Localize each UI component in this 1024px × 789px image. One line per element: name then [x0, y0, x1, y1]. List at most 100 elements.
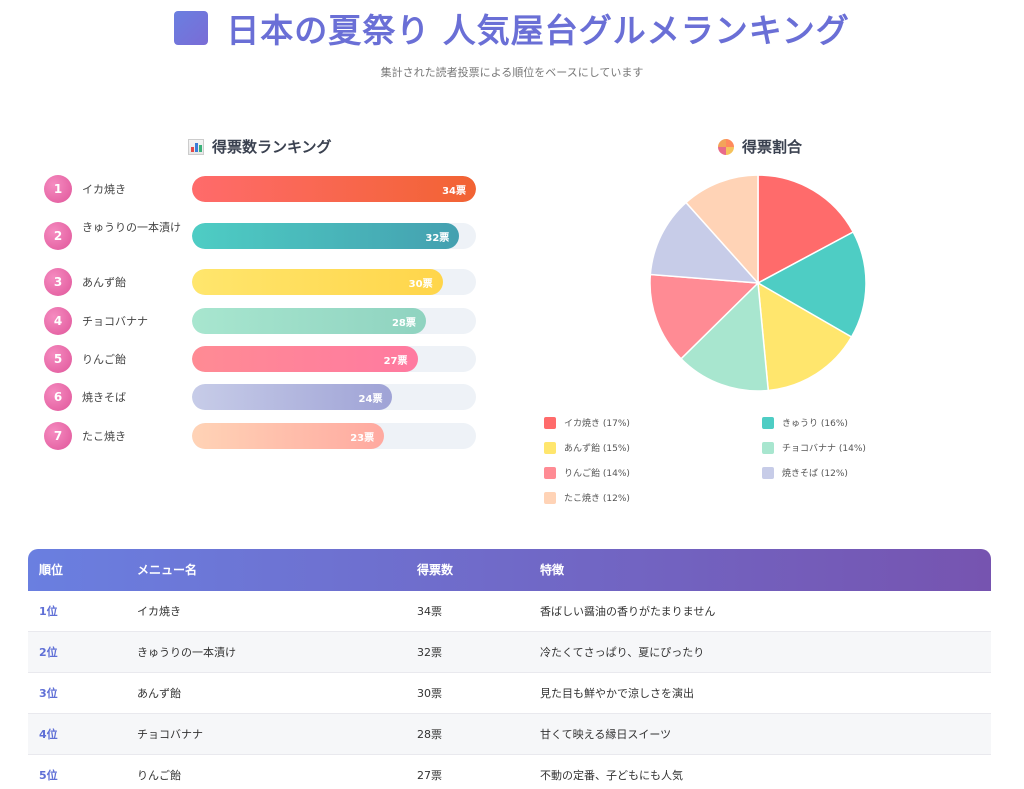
rank-badge: 2 [44, 222, 72, 250]
cell-feature: 不動の定番、子どもにも人気 [540, 769, 683, 782]
legend-item: あんず飴 (15%) [544, 441, 630, 454]
cell-menu: チョコバナナ [137, 728, 203, 741]
legend-item: たこ焼き (12%) [544, 491, 630, 504]
bar-chart-icon [188, 138, 204, 155]
rank-badge: 7 [44, 422, 72, 450]
bar: 28票 [192, 308, 426, 334]
header-menu: メニュー名 [137, 563, 198, 577]
bar-chart-title: 得票数ランキング [188, 136, 332, 157]
header-rank: 順位 [39, 563, 64, 577]
pie-slice [649, 273, 760, 360]
cell-menu: あんず飴 [137, 687, 181, 700]
bar-track: 32票 [192, 223, 476, 249]
bar-track: 24票 [192, 384, 476, 410]
bar-track: 23票 [192, 423, 476, 449]
pie-chart-svg [649, 174, 867, 392]
cell-feature: 見た目も鮮やかで涼しさを演出 [540, 687, 694, 700]
bar-value-label: 34票 [442, 186, 466, 197]
cell-menu: イカ焼き [137, 605, 181, 618]
bar-track: 27票 [192, 346, 476, 372]
bar-track: 34票 [192, 176, 476, 202]
legend-label: たこ焼き (12%) [564, 494, 630, 504]
legend-item: チョコバナナ (14%) [762, 441, 866, 454]
legend-swatch [762, 416, 774, 429]
cell-votes: 30票 [417, 687, 442, 700]
cell-rank: 5位 [39, 769, 58, 782]
legend-label: イカ焼き (17%) [564, 419, 630, 429]
pie-slice [757, 281, 853, 392]
bar-track: 30票 [192, 269, 476, 295]
legend-item: きゅうり (16%) [762, 416, 848, 429]
table-row: 1位 イカ焼き 34票 香ばしい醤油の香りがたまりません [28, 591, 991, 632]
legend-item: 焼きそば (12%) [762, 466, 848, 479]
pie-chart-icon [718, 138, 734, 155]
table-header: 順位 メニュー名 得票数 特徴 [28, 549, 991, 591]
bar-track: 28票 [192, 308, 476, 334]
rank-badge: 1 [44, 175, 72, 203]
bar-value-label: 32票 [425, 233, 450, 244]
legend-label: チョコバナナ (14%) [782, 444, 866, 454]
cell-feature: 香ばしい醤油の香りがたまりません [540, 605, 716, 618]
bar-value-label: 30票 [408, 279, 433, 290]
rank-badge: 6 [44, 383, 72, 411]
legend-item: りんご飴 (14%) [544, 466, 630, 479]
ranking-table: 順位 メニュー名 得票数 特徴 1位 イカ焼き 34票 香ばしい醤油の香りがたま… [28, 549, 991, 789]
cell-votes: 27票 [417, 769, 442, 782]
rank-badge: 5 [44, 345, 72, 373]
bar-category-label: たこ焼き [82, 430, 126, 443]
table-row: 3位 あんず飴 30票 見た目も鮮やかで涼しさを演出 [28, 673, 991, 714]
pie-slice [757, 174, 855, 285]
rank-row: 6 焼きそば 24票 [44, 381, 484, 411]
cell-menu: りんご飴 [137, 769, 181, 782]
header-votes: 得票数 [417, 563, 454, 577]
bar-category-label: チョコバナナ [82, 315, 148, 328]
bar-category-label: りんご飴 [82, 353, 126, 366]
legend-swatch [762, 466, 774, 479]
cell-rank: 2位 [39, 646, 58, 659]
cell-rank: 1位 [39, 605, 58, 618]
pie-slice [649, 201, 760, 284]
bar-value-label: 23票 [350, 433, 375, 444]
cell-votes: 32票 [417, 646, 442, 659]
rank-row: 5 りんご飴 27票 [44, 343, 484, 373]
pie-chart-title-text: 得票割合 [742, 138, 803, 156]
bar-category-label: あんず飴 [82, 276, 126, 289]
cell-feature: 甘くて映える縁日スイーツ [540, 728, 672, 741]
pie-chart [648, 173, 868, 393]
legend-swatch [544, 466, 556, 479]
cell-rank: 3位 [39, 687, 58, 700]
rank-row: 4 チョコバナナ 28票 [44, 305, 484, 335]
cell-feature: 冷たくてさっぱり、夏にぴったり [540, 646, 705, 659]
bar-chart-title-text: 得票数ランキング [212, 138, 332, 156]
pie-chart-title: 得票割合 [718, 136, 802, 157]
bar: 27票 [192, 346, 418, 372]
legend-label: あんず飴 (15%) [564, 444, 630, 454]
bar-category-label: きゅうりの一本漬け [82, 221, 181, 234]
rank-row: 7 たこ焼き 23票 [44, 420, 484, 450]
bar-value-label: 24票 [358, 394, 383, 405]
pie-slice [679, 281, 770, 392]
legend-swatch [544, 441, 556, 454]
legend-label: きゅうり (16%) [782, 419, 848, 429]
legend-swatch [544, 491, 556, 504]
legend-swatch [762, 441, 774, 454]
rank-row: 3 あんず飴 30票 [44, 266, 484, 296]
bar: 30票 [192, 269, 443, 295]
rank-row: 2 きゅうりの一本漬け 32票 [44, 220, 484, 250]
bar: 24票 [192, 384, 393, 410]
square-icon [174, 11, 209, 45]
pie-slice [756, 230, 867, 339]
page-subtitle: 集計された読者投票による順位をベースにしています [380, 66, 644, 79]
table-row: 5位 りんご飴 27票 不動の定番、子どもにも人気 [28, 755, 991, 789]
table-row: 2位 きゅうりの一本漬け 32票 冷たくてさっぱり、夏にぴったり [28, 632, 991, 673]
bar-value-label: 27票 [383, 356, 408, 367]
cell-rank: 4位 [39, 728, 58, 741]
bar-category-label: イカ焼き [82, 183, 126, 196]
table-row: 4位 チョコバナナ 28票 甘くて映える縁日スイーツ [28, 714, 991, 755]
page-title-text: 日本の夏祭り 人気屋台グルメランキング [226, 11, 850, 50]
rank-badge: 4 [44, 307, 72, 335]
legend-item: イカ焼き (17%) [544, 416, 630, 429]
header-feature: 特徴 [540, 563, 565, 577]
cell-votes: 28票 [417, 728, 442, 741]
bar: 23票 [192, 423, 385, 449]
